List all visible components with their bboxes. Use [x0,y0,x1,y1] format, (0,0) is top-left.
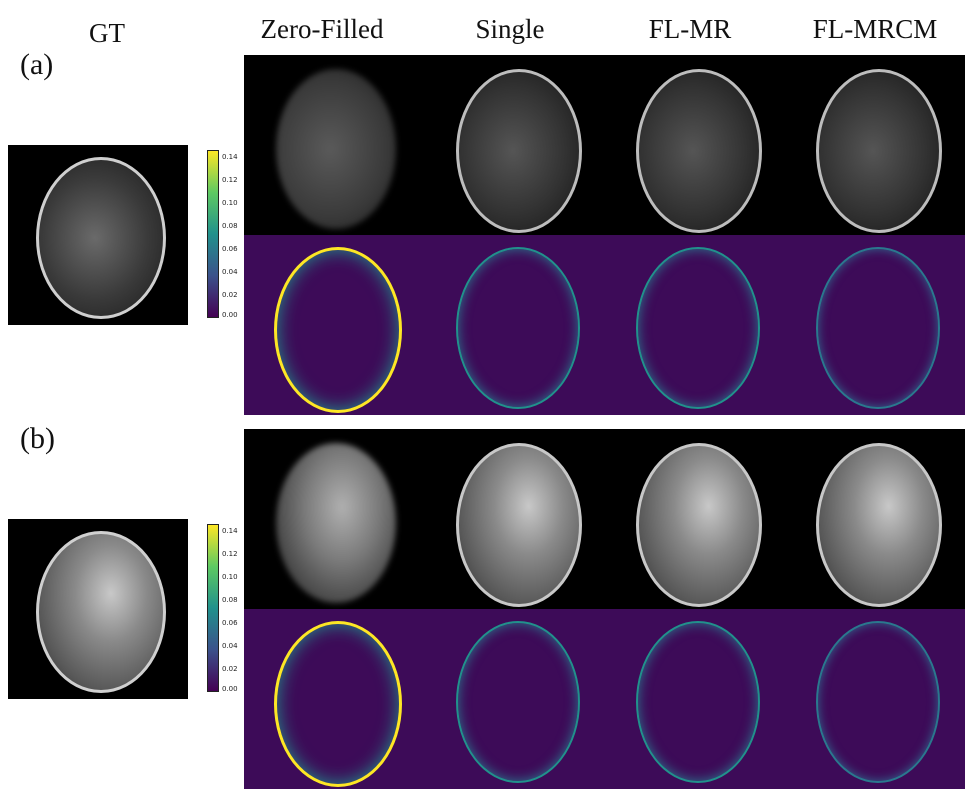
colorbar-tick: 0.02 [222,291,238,299]
error-map-zero-filled-b [274,621,402,787]
ground-truth-image-a [8,145,188,325]
error-map-single-b [456,621,580,783]
error-map-fl-mrcm-a [816,247,940,409]
column-title-fl-mrcm: FL-MRCM [812,14,938,44]
colorbar-tick: 0.00 [222,311,238,319]
colorbar-tick: 0.06 [222,245,238,253]
error-strip-a [244,235,965,415]
colorbar-tick: 0.14 [222,527,238,535]
recon-fl-mrcm-a [784,55,964,235]
colorbar-tick: 0.02 [222,665,238,673]
recon-zero-filled-b [244,429,424,609]
panel-label-b: (b) [20,422,55,455]
colorbar-tick: 0.08 [222,596,238,604]
colorbar-tick: 0.14 [222,153,238,161]
colorbar-tick: 0.12 [222,176,238,184]
error-map-fl-mr-a [636,247,760,409]
colorbar-tick: 0.06 [222,619,238,627]
error-strip-b [244,609,965,789]
recon-single-a [424,55,604,235]
colorbar-tick: 0.04 [222,642,238,650]
colorbar-b [207,524,219,692]
panel-label-a: (a) [20,48,54,81]
recon-fl-mr-a [604,55,784,235]
recon-zero-filled-a [244,55,424,235]
colorbar-a [207,150,219,318]
error-map-fl-mr-b [636,621,760,783]
reconstruction-strip-b [244,429,965,609]
colorbar-tick: 0.12 [222,550,238,558]
colorbar-tick: 0.04 [222,268,238,276]
column-title-zero-filled: Zero-Filled [260,14,384,44]
colorbar-tick: 0.10 [222,199,238,207]
recon-fl-mr-b [604,429,784,609]
colorbar-tick: 0.00 [222,685,238,693]
colorbar-tick: 0.08 [222,222,238,230]
colorbar-tick: 0.10 [222,573,238,581]
error-map-single-a [456,247,580,409]
column-title-single: Single [475,14,545,44]
error-map-zero-filled-a [274,247,402,413]
reconstruction-strip-a [244,55,965,235]
recon-fl-mrcm-b [784,429,964,609]
ground-truth-image-b [8,519,188,699]
column-title-fl-mr: FL-MR [648,14,732,44]
column-title-gt: GT [89,18,125,48]
recon-single-b [424,429,604,609]
error-map-fl-mrcm-b [816,621,940,783]
